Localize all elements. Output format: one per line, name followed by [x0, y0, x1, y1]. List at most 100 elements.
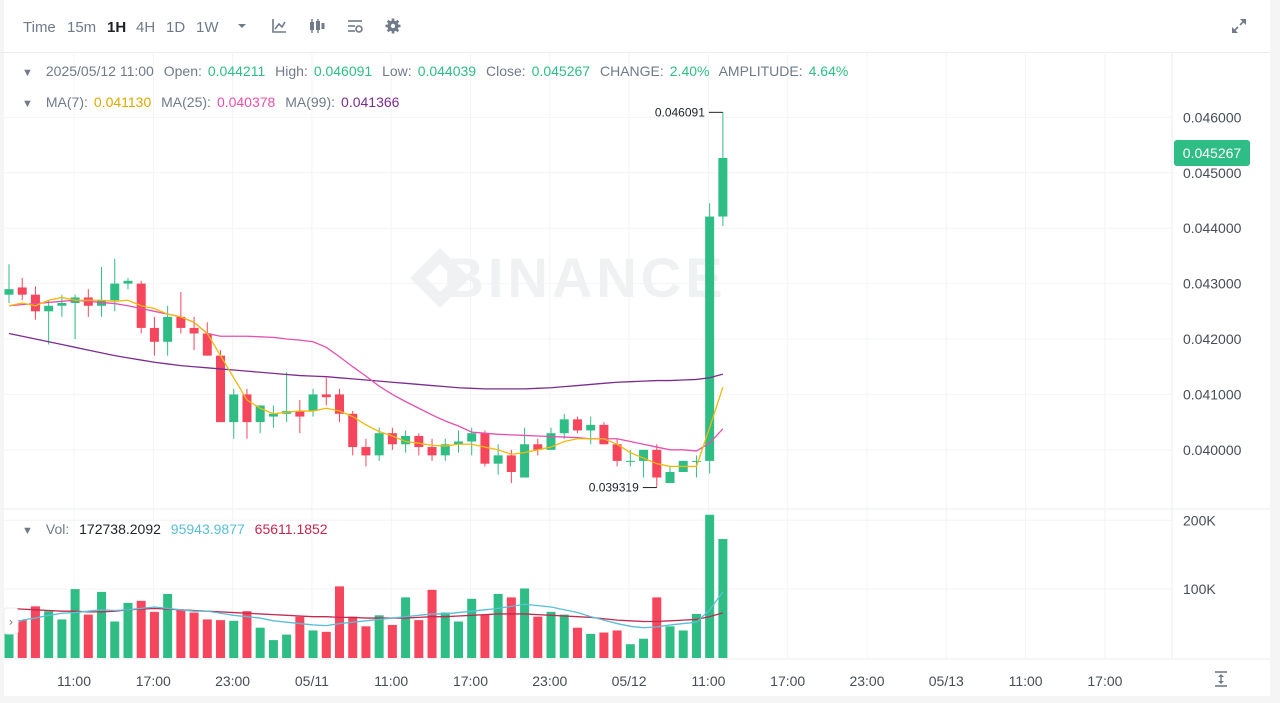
- volume-bar: [665, 626, 675, 658]
- price-tick-label: 0.046000: [1183, 109, 1242, 125]
- ma7-line: [8, 296, 724, 468]
- volume-bar: [4, 615, 14, 658]
- price-tick-label: 0.041000: [1183, 386, 1242, 402]
- candle-body: [295, 411, 305, 417]
- time-tick-label: 05/11: [295, 673, 329, 689]
- interval-4h[interactable]: 4H: [136, 19, 156, 36]
- volume-bar: [176, 609, 186, 658]
- candle-body: [163, 316, 173, 342]
- candle-body: [467, 433, 477, 442]
- current-price-tag: 0.045267: [1174, 140, 1250, 166]
- candle-body: [572, 419, 582, 431]
- ma25-value: 0.040378: [216, 94, 276, 110]
- candle-body: [533, 444, 543, 450]
- volume-bar: [718, 539, 728, 658]
- candle-body: [308, 394, 318, 412]
- interval-1w[interactable]: 1W: [196, 19, 219, 36]
- volume-bar: [321, 631, 331, 658]
- volume-bar: [242, 611, 252, 658]
- volume-bar: [453, 621, 463, 658]
- candle-body: [493, 455, 503, 464]
- binance-logo-icon: [410, 248, 470, 308]
- time-tick-label: 17:00: [136, 673, 171, 689]
- watermark-binance: BINANCE: [443, 246, 726, 309]
- candle-body: [427, 447, 437, 456]
- kline-chart[interactable]: 0.046000 0.045000 0.044000 0.043000 0.042000…: [0, 52, 1270, 696]
- volume-legend: ▼ Vol: 172738.2092 95943.9877 65611.1852: [22, 521, 334, 537]
- volume-bar: [506, 597, 516, 658]
- volume-bar: [57, 619, 67, 658]
- scale-toggle-icon[interactable]: [1212, 670, 1230, 688]
- volume-bar: [17, 620, 27, 658]
- frame-bottom: [0, 696, 1280, 703]
- legend-change-label: CHANGE:: [599, 63, 664, 79]
- candlestick-icon[interactable]: [308, 17, 326, 35]
- chevron-down-icon[interactable]: [233, 17, 251, 35]
- candle-body: [546, 433, 556, 450]
- vol-ma2-value: 65611.1852: [254, 521, 328, 537]
- volume-bar: [110, 621, 120, 658]
- volume-bar: [163, 593, 173, 658]
- candle-body: [268, 413, 278, 417]
- volume-bar: [572, 627, 582, 658]
- volume-bar: [652, 597, 662, 658]
- ma25-line: [8, 299, 724, 452]
- volume-bar: [612, 630, 622, 658]
- candle-body: [216, 355, 226, 423]
- chevron-down-icon[interactable]: ▼: [22, 525, 33, 537]
- scroll-left-tab: [3, 607, 19, 635]
- frame-left: [0, 0, 4, 703]
- candle-body: [414, 435, 424, 448]
- candle-body: [374, 433, 384, 456]
- candle-body: [559, 419, 569, 434]
- candle-body: [401, 435, 411, 445]
- volume-bar: [149, 611, 159, 658]
- volume-bar: [229, 620, 239, 658]
- volume-bar: [216, 620, 226, 658]
- candle-body: [387, 433, 397, 445]
- interval-time[interactable]: Time: [23, 19, 56, 36]
- vol-value: 172738.2092: [79, 521, 161, 537]
- volume-bar: [97, 591, 107, 658]
- volume-bar: [255, 627, 265, 658]
- volume-bar: [308, 630, 318, 658]
- price-tick-label: 0.043000: [1183, 276, 1242, 292]
- interval-1d[interactable]: 1D: [166, 19, 186, 36]
- interval-1h[interactable]: 1H: [107, 19, 127, 36]
- indicator-icon[interactable]: [346, 17, 364, 35]
- candle-body: [202, 333, 212, 356]
- volume-bar: [202, 619, 212, 658]
- expand-icon[interactable]: [1230, 17, 1248, 35]
- candle-body: [44, 305, 54, 312]
- vol-ma1-value: 95943.9877: [170, 521, 245, 537]
- candle-body: [718, 157, 728, 217]
- gear-icon[interactable]: [384, 17, 402, 35]
- volume-bar: [440, 612, 450, 658]
- time-tick-label: 05/13: [929, 673, 964, 689]
- legend-close: 0.045267: [531, 63, 591, 79]
- candle-body: [4, 289, 14, 295]
- line-chart-icon[interactable]: [270, 17, 288, 35]
- volume-bar: [599, 632, 609, 658]
- volume-bar: [533, 616, 543, 658]
- volume-tick-label: 200K: [1183, 512, 1216, 528]
- time-tick-label: 11:00: [691, 673, 725, 689]
- candle-body: [665, 471, 675, 484]
- vol-label: Vol:: [45, 521, 70, 537]
- candle-body: [57, 302, 67, 306]
- chevron-down-icon[interactable]: ▼: [22, 67, 33, 79]
- chevron-down-icon[interactable]: ▼: [22, 98, 33, 110]
- volume-bar: [480, 614, 490, 658]
- candle-body: [110, 283, 120, 301]
- volume-bar: [493, 593, 503, 658]
- volume-bar: [70, 589, 80, 658]
- high-marker-label: 0.046091: [655, 105, 705, 119]
- volume-bar: [387, 624, 397, 658]
- ma-legend: ▼ MA(7): 0.041130 MA(25): 0.040378 MA(99):…: [22, 94, 405, 110]
- interval-15m[interactable]: 15m: [67, 19, 97, 36]
- candle-body: [229, 394, 239, 423]
- candle-body: [639, 449, 649, 461]
- time-tick-label: 17:00: [453, 673, 488, 689]
- legend-low-label: Low:: [382, 63, 412, 79]
- volume-bar: [374, 615, 384, 658]
